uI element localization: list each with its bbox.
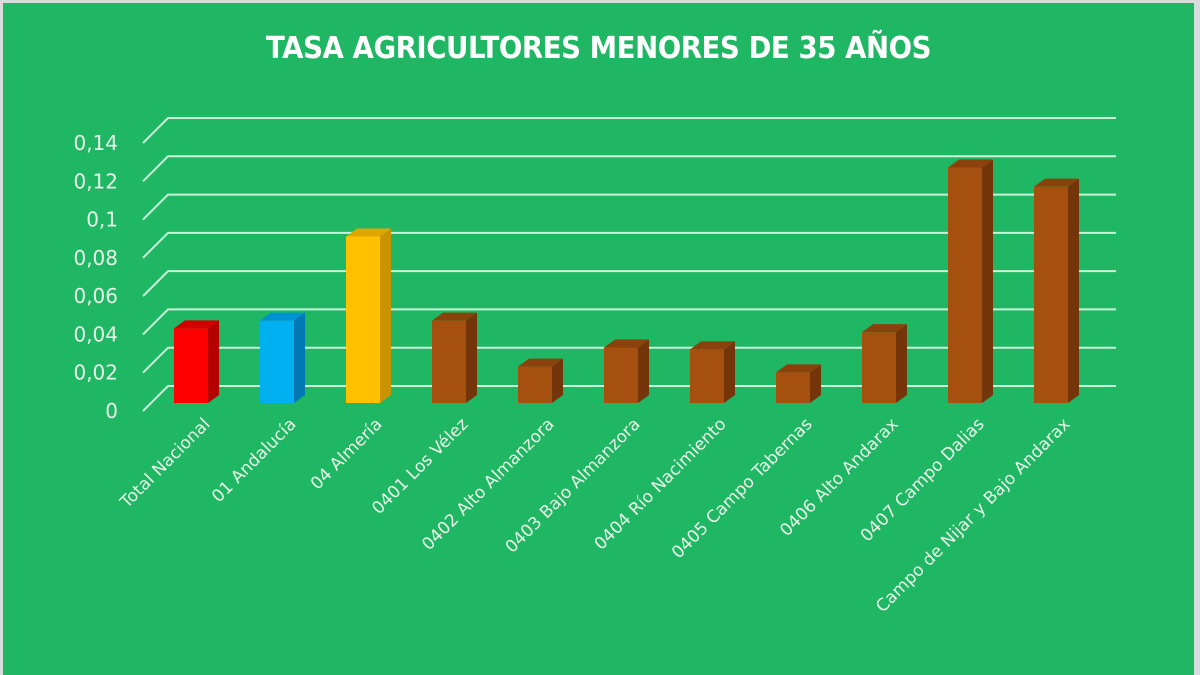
- y-tick-label: 0,06: [73, 284, 118, 308]
- bar: [776, 372, 810, 403]
- bar-side: [380, 228, 391, 403]
- y-tick-label: 0,04: [73, 322, 118, 346]
- bar: [604, 347, 638, 403]
- bar-side: [638, 339, 649, 403]
- bar-side: [208, 320, 219, 403]
- bar: [432, 320, 466, 403]
- x-tick-label: 0405 Campo Tabernas: [668, 414, 817, 563]
- bar: [1034, 186, 1068, 403]
- bar-side: [552, 358, 563, 403]
- bar: [174, 328, 208, 403]
- bar: [948, 167, 982, 403]
- chart-area: TASA AGRICULTORES MENORES DE 35 AÑOS 0 0,…: [3, 3, 1194, 675]
- bar-top: [346, 228, 391, 237]
- bar-top: [862, 324, 907, 333]
- x-tick-label: 04 Almería: [307, 414, 387, 494]
- gridline: [142, 308, 1116, 336]
- y-tick-label: 0: [105, 399, 118, 423]
- y-tick-label: 0,08: [73, 246, 118, 270]
- x-tick-label: Total Nacional: [116, 414, 215, 513]
- bar-side: [982, 159, 993, 403]
- bar: [690, 349, 724, 403]
- chart-title: TASA AGRICULTORES MENORES DE 35 AÑOS: [265, 31, 932, 66]
- gridline: [142, 117, 1116, 144]
- bar-side: [896, 324, 907, 403]
- bar-side: [466, 312, 477, 403]
- bar-top: [776, 364, 821, 373]
- x-tick-label: 01 Andalucía: [208, 414, 300, 506]
- gridline: [142, 270, 1116, 297]
- bar-side: [724, 341, 735, 403]
- bar: [260, 320, 294, 403]
- y-tick-label: 0,1: [86, 208, 118, 232]
- bar-top: [260, 312, 305, 321]
- bar-top: [690, 341, 735, 350]
- bar: [346, 236, 380, 403]
- y-tick-label: 0,12: [73, 169, 118, 193]
- chart-plot: 0 0,02 0,04 0,06 0,08 0,1 0,12 0,14 Total Nacion…: [73, 117, 1116, 617]
- bar: [518, 366, 552, 403]
- gridline: [142, 193, 1116, 221]
- y-tick-label: 0,14: [73, 131, 118, 155]
- bar-top: [948, 159, 993, 168]
- bar-side: [810, 364, 821, 403]
- bar-side: [1068, 178, 1079, 403]
- bar-top: [174, 320, 219, 329]
- bar-side: [294, 312, 305, 403]
- bar-top: [432, 312, 477, 321]
- gridline: [142, 346, 1116, 374]
- gridline: [142, 231, 1116, 259]
- bar: [862, 332, 896, 403]
- bar-top: [604, 339, 649, 348]
- gridline: [142, 155, 1116, 182]
- bar-top: [518, 358, 563, 367]
- x-tick-label: Campo de Nijar y Bajo Andarax: [872, 414, 1074, 616]
- bar-top: [1034, 178, 1079, 187]
- y-tick-label: 0,02: [73, 361, 118, 385]
